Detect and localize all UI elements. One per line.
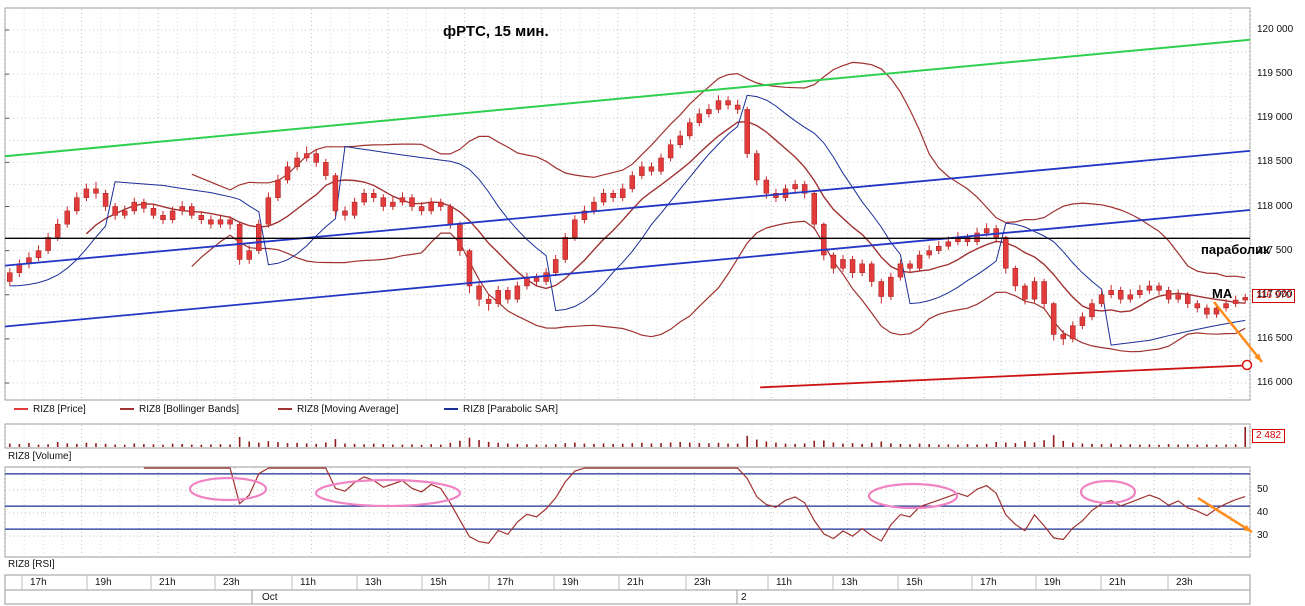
time-axis-label: 19h bbox=[1044, 577, 1061, 588]
price-axis-label: 119 000 bbox=[1257, 112, 1293, 124]
time-ruler-ticks bbox=[21, 575, 1169, 604]
rsi-series bbox=[5, 467, 1250, 544]
time-axis-label: 23h bbox=[694, 577, 711, 588]
moving-average bbox=[85, 120, 1246, 313]
time-axis-label: 19h bbox=[95, 577, 112, 588]
time-axis-label: 13h bbox=[365, 577, 382, 588]
ma-annotation: MA bbox=[1212, 286, 1233, 301]
price-axis-label: 117 500 bbox=[1257, 244, 1293, 256]
time-axis-label: 23h bbox=[1176, 577, 1193, 588]
trendline-end-marker bbox=[1241, 359, 1253, 371]
highlight-ellipses bbox=[188, 476, 1137, 510]
parabolic-sar bbox=[9, 94, 1246, 346]
parabolic-annotation: параболик bbox=[1201, 242, 1270, 257]
volume-series bbox=[8, 426, 1247, 447]
time-axis-label: 11h bbox=[300, 577, 316, 588]
price-axis-label: 118 500 bbox=[1257, 156, 1293, 168]
date-axis-label: Oct bbox=[262, 592, 278, 603]
time-axis-label: 21h bbox=[627, 577, 644, 588]
legend-swatch-icon bbox=[278, 408, 292, 411]
legend-item: RIZ8 [Bollinger Bands] bbox=[120, 404, 239, 415]
price-axis-label: 118 000 bbox=[1257, 200, 1293, 212]
time-axis-label: 21h bbox=[1109, 577, 1126, 588]
blue-channel-upper bbox=[4, 150, 1251, 267]
time-axis-label: 21h bbox=[159, 577, 176, 588]
date-axis-label: 2 bbox=[741, 592, 747, 603]
time-axis-label: 17h bbox=[30, 577, 47, 588]
candlestick-series bbox=[7, 95, 1248, 346]
time-axis-label: 15h bbox=[430, 577, 447, 588]
price-axis-label: 117 000 bbox=[1257, 288, 1293, 300]
time-axis-label: 13h bbox=[841, 577, 858, 588]
legend-item: RIZ8 [Parabolic SAR] bbox=[444, 404, 558, 415]
rsi-axis-label: 30 bbox=[1257, 530, 1269, 541]
green-trendline bbox=[4, 38, 1251, 158]
legend-item-label: RIZ8 [Moving Average] bbox=[297, 404, 399, 415]
trend-arrows bbox=[1197, 301, 1263, 534]
price-axis-label: 119 500 bbox=[1257, 68, 1293, 80]
legend-swatch-icon bbox=[120, 408, 134, 411]
time-axis-label: 17h bbox=[980, 577, 997, 588]
price-axis-label: 116 000 bbox=[1257, 377, 1293, 388]
legend-item-label: RIZ8 [Price] bbox=[33, 404, 86, 415]
rsi-axis-label: 50 bbox=[1257, 484, 1269, 495]
legend-swatch-icon bbox=[444, 408, 458, 411]
chart-title: фРТС, 15 мин. bbox=[443, 23, 549, 40]
legend-item: RIZ8 [Moving Average] bbox=[278, 404, 399, 415]
trendlines bbox=[4, 38, 1253, 389]
current-price-tag: 116 970 bbox=[1252, 289, 1296, 303]
time-axis-label: 23h bbox=[223, 577, 240, 588]
bollinger-bands bbox=[191, 61, 1246, 353]
legend-item-label: RIZ8 [Bollinger Bands] bbox=[139, 404, 240, 415]
time-axis-label: 19h bbox=[562, 577, 579, 588]
red-support-line bbox=[759, 364, 1248, 389]
volume-pane-label: RIZ8 [Volume] bbox=[8, 451, 72, 462]
legend-item-label: RIZ8 [Parabolic SAR] bbox=[463, 404, 559, 415]
rsi-pane-label: RIZ8 [RSI] bbox=[8, 559, 55, 570]
price-axis-label: 120 000 bbox=[1257, 24, 1294, 35]
legend-item: RIZ8 [Price] bbox=[14, 404, 86, 415]
legend-swatch-icon bbox=[14, 408, 28, 411]
price-axis-label: 116 500 bbox=[1257, 332, 1293, 344]
current-volume-tag: 2 482 bbox=[1252, 429, 1286, 443]
time-axis-label: 17h bbox=[497, 577, 514, 588]
blue-channel-lower bbox=[4, 209, 1251, 328]
time-axis-label: 15h bbox=[906, 577, 923, 588]
time-axis-label: 11h bbox=[776, 577, 792, 588]
rsi-axis-label: 40 bbox=[1257, 507, 1269, 518]
